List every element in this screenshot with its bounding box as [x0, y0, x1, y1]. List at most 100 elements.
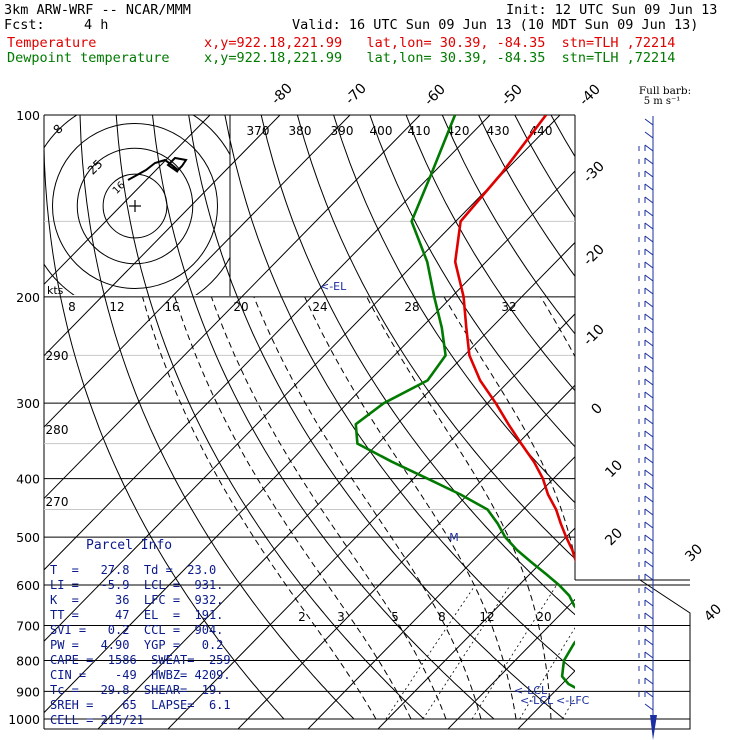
moist-adiabat: [691, 297, 740, 719]
hodograph-speed-label: 16: [164, 300, 179, 314]
forecast-hour: 4 h: [84, 17, 109, 33]
theta-label: 290: [46, 349, 69, 363]
pressure-label: 600: [16, 578, 40, 593]
hodograph-unit-label: kts: [47, 284, 64, 297]
wind-barb: [644, 261, 654, 269]
dewpoint-location: x,y=922.18,221.99 lat,lon= 30.39, -84.35…: [204, 50, 676, 66]
mixing-ratio-label: 8: [438, 610, 446, 624]
mixing-ratio-label: 5: [391, 610, 399, 624]
moist-adiabat: [443, 296, 575, 561]
wind-barb: [644, 339, 654, 347]
wind-barb: [644, 521, 654, 529]
isotherm-label: 0: [588, 400, 606, 418]
parcel-info-box: Parcel Info T = 27.8 Td = 23.0 LI = -5.9…: [44, 538, 240, 738]
isotherm-label: 10: [602, 457, 626, 481]
init-time: Init: 12 UTC Sun 09 Jun 13: [506, 2, 718, 18]
pressure-label: 100: [16, 108, 40, 123]
mixing-ratio-line: [471, 584, 558, 720]
plot-boundary: [44, 579, 691, 730]
hodograph-ring: [76, 147, 194, 265]
parcel-row: CELL = 215/21: [50, 713, 144, 727]
wind-barb-pennant: [650, 715, 657, 740]
hodograph-speed-label: 8: [68, 300, 76, 314]
wind-barb: [644, 391, 654, 399]
mixing-ratio-label: 2: [298, 610, 306, 624]
isotherm-label: 30: [682, 541, 706, 565]
mixing-ratio-line: [385, 584, 476, 720]
wind-barb: [644, 651, 654, 659]
parcel-row: PW = 4.90 YGP = 0.2: [50, 638, 224, 652]
isotherm-label: 20: [602, 525, 626, 549]
dewpoint-profile: [354, 115, 575, 690]
parcel-row: Tc = 29.8 SHEAR= 19.: [50, 683, 224, 697]
isotherm-line: [726, 115, 740, 731]
theta-label: 420: [447, 124, 470, 138]
parcel-row: SVI = 0.2 CCL = 904.: [50, 623, 224, 637]
hodograph-speed-label: 20: [233, 300, 248, 314]
isotherm-line: [44, 170, 575, 714]
theta-label: 270: [46, 495, 69, 509]
moist-adiabat: [652, 297, 685, 719]
mixing-ratio-line: [562, 696, 575, 720]
isotherm-label: -70: [342, 80, 369, 107]
pressure-label: 800: [16, 653, 40, 668]
wind-barb: [644, 365, 654, 373]
theta-label: 430: [487, 124, 510, 138]
parcel-row: CAPE = 1586 SWEAT= 259: [50, 653, 231, 667]
mixing-ratio-label: 20: [536, 610, 551, 624]
dry-adiabat: [587, 115, 740, 719]
wind-barb: [644, 638, 654, 646]
dry-adiabat: [660, 115, 740, 719]
wind-barb: [644, 599, 654, 607]
wind-barb: [644, 560, 654, 568]
pressure-label: 700: [16, 618, 40, 633]
wind-barb: [644, 482, 654, 490]
wind-barb: [644, 378, 654, 386]
theta-label: 370: [247, 124, 270, 138]
theta-label: 380: [289, 124, 312, 138]
moist-adiabat: [366, 296, 552, 720]
lcl-annotation: <-LCL: [514, 684, 548, 697]
theta-label: 390: [331, 124, 354, 138]
valid-time: Valid: 16 UTC Sun 09 Jun 13 (10 MDT Sun …: [292, 17, 699, 33]
mixing-ratio-line: [422, 584, 511, 720]
dry-adiabat: [79, 115, 355, 720]
isotherm-label: -50: [498, 81, 525, 108]
isotherm-line: [307, 455, 575, 729]
wind-barb: [644, 443, 654, 451]
wind-barb: [644, 586, 654, 594]
wind-barb: [644, 313, 654, 321]
dry-adiabat: [624, 115, 740, 719]
isotherm-label: -60: [421, 81, 448, 108]
wind-barb: [644, 235, 654, 243]
theta-label: 280: [46, 423, 69, 437]
mixing-ratio-label: 3: [337, 610, 345, 624]
barb-legend-label: Full barb:: [639, 85, 691, 97]
wind-barb: [644, 144, 654, 152]
dry-adiabat: [188, 115, 565, 720]
hodograph-speed-label: 28: [404, 300, 419, 314]
dry-adiabat: [296, 115, 575, 560]
isotherm-line: [97, 241, 575, 729]
parcel-row: K = 36 LFC = 932.: [50, 593, 224, 607]
mixing-ratio-line: [619, 585, 695, 719]
parcel-row: TT = 47 EL = 191.: [50, 608, 224, 622]
hodograph-ring-label: 8: [51, 122, 66, 137]
wind-barb: [644, 664, 654, 672]
model-title: 3km ARW-WRF -- NCAR/MMM: [4, 2, 191, 18]
wind-barb: [644, 469, 654, 477]
isotherm-label: -40: [576, 81, 603, 108]
wind-barb: [644, 352, 654, 360]
barb-legend-label: 5 m s⁻¹: [644, 96, 681, 107]
dry-adiabat: [44, 115, 285, 720]
wind-barb: [644, 157, 654, 165]
isotherm-label: -80: [268, 80, 295, 107]
wind-barb: [644, 196, 654, 204]
theta-label: 410: [408, 124, 431, 138]
wind-barb: [644, 456, 654, 464]
temperature-profile: [453, 115, 575, 563]
pressure-label: 900: [16, 684, 40, 699]
hodograph-ring: [52, 123, 218, 289]
